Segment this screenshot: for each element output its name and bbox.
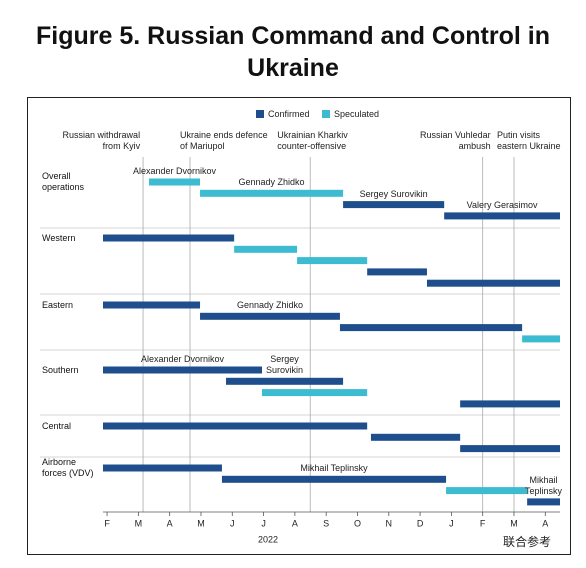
bar: [221, 475, 447, 483]
bar: [200, 189, 344, 197]
bar: [103, 422, 368, 430]
bar: [339, 324, 523, 332]
watermark: 联合参考: [503, 534, 551, 549]
bar: [149, 178, 201, 186]
row-label: Eastern: [42, 300, 74, 310]
x-tick-label: A: [292, 518, 298, 528]
bar-label: Gennady Zhidko: [238, 177, 305, 188]
bar-label: Sergey Surovikin: [359, 188, 428, 199]
bar: [460, 445, 560, 453]
bar: [297, 257, 368, 265]
bar: [103, 234, 235, 242]
bar-label: Mikhail Teplinsky: [300, 463, 368, 474]
row-label: Southern: [42, 365, 79, 375]
x-tick-label: D: [417, 518, 424, 528]
x-tick-label: F: [480, 518, 486, 528]
x-tick-label: F: [104, 518, 110, 528]
bar: [367, 268, 427, 276]
bar: [262, 389, 368, 397]
event-label: Putin visits eastern Ukraine: [496, 130, 561, 151]
legend-swatch: [256, 110, 264, 118]
x-tick-label: N: [386, 518, 393, 528]
bar-label: Alexander Dvornikov: [140, 354, 225, 364]
x-tick-label: O: [354, 518, 361, 528]
bar-label: Sergey Surovikin: [266, 354, 304, 376]
bar: [446, 487, 528, 495]
x-tick-label: M: [135, 518, 143, 528]
bar: [226, 377, 344, 385]
bar-label: Alexander Dvornikov: [132, 166, 217, 176]
bar: [460, 400, 560, 408]
x-tick-label: A: [542, 518, 548, 528]
bar-label: Mikhail Teplinsky: [525, 474, 563, 496]
event-label: Russian Vuhledar ambush: [419, 130, 491, 151]
bar: [103, 301, 201, 309]
x-tick-label: J: [230, 518, 235, 528]
x-tick-label: S: [323, 518, 329, 528]
legend-label: Confirmed: [268, 109, 310, 119]
bar: [370, 433, 461, 441]
x-tick-label: A: [167, 518, 173, 528]
event-label: Russian withdrawal from Kyiv: [62, 130, 141, 151]
chart-title: Figure 5. Russian Command and Control in…: [36, 22, 550, 82]
bar-label: Valery Gerasimov: [466, 199, 538, 210]
row-label: Western: [42, 233, 76, 243]
chart-frame: [27, 97, 571, 555]
bar: [103, 366, 263, 374]
x-tick-label: J: [449, 518, 454, 528]
row-label: Overall operations: [42, 171, 85, 192]
legend-swatch: [322, 110, 330, 118]
bar: [522, 335, 560, 343]
bar: [426, 279, 560, 287]
bar: [200, 312, 340, 320]
x-tick-label: M: [510, 518, 518, 528]
bar: [527, 498, 560, 506]
x-tick-label: M: [197, 518, 205, 528]
event-label: Ukrainian Kharkiv counter-offensive: [277, 130, 348, 151]
x-tick-label: J: [261, 518, 266, 528]
bar: [444, 212, 560, 220]
bar: [343, 201, 445, 209]
bar-label: Gennady Zhidko: [236, 300, 304, 311]
bar: [234, 245, 298, 253]
legend-label: Speculated: [334, 109, 379, 119]
row-label: Airborne forces (VDV): [42, 457, 94, 478]
x-axis-label: 2022: [258, 534, 278, 544]
row-label: Central: [42, 421, 72, 431]
bar: [103, 464, 222, 472]
event-label: Ukraine ends defence of Mariupol: [180, 130, 268, 151]
